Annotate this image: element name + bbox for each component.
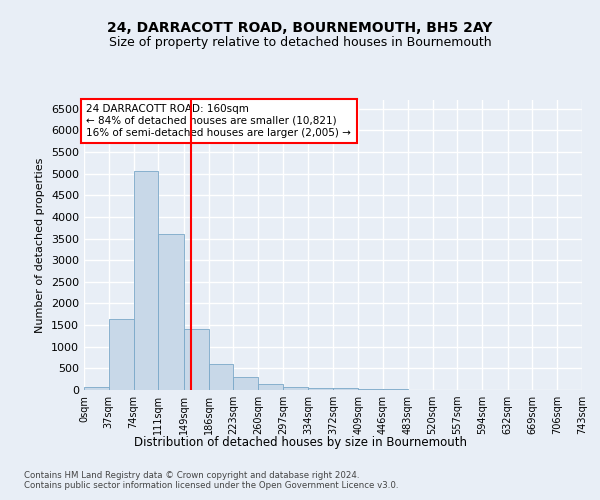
Bar [383, 389, 408, 390]
Bar [209, 364, 233, 390]
Bar [158, 234, 184, 390]
Bar [358, 388, 383, 390]
Bar [134, 170, 158, 390]
Bar [109, 319, 134, 390]
Bar [258, 384, 283, 390]
Bar [334, 388, 358, 390]
Text: Contains public sector information licensed under the Open Government Licence v3: Contains public sector information licen… [24, 482, 398, 490]
Text: 24 DARRACOTT ROAD: 160sqm
← 84% of detached houses are smaller (10,821)
16% of s: 24 DARRACOTT ROAD: 160sqm ← 84% of detac… [86, 104, 352, 138]
Bar [84, 386, 109, 390]
Y-axis label: Number of detached properties: Number of detached properties [35, 158, 46, 332]
Bar [283, 386, 308, 390]
Bar [308, 388, 334, 390]
Bar [233, 376, 258, 390]
Text: Size of property relative to detached houses in Bournemouth: Size of property relative to detached ho… [109, 36, 491, 49]
Text: 24, DARRACOTT ROAD, BOURNEMOUTH, BH5 2AY: 24, DARRACOTT ROAD, BOURNEMOUTH, BH5 2AY [107, 20, 493, 34]
Text: Contains HM Land Registry data © Crown copyright and database right 2024.: Contains HM Land Registry data © Crown c… [24, 470, 359, 480]
Text: Distribution of detached houses by size in Bournemouth: Distribution of detached houses by size … [133, 436, 467, 449]
Bar [184, 330, 209, 390]
